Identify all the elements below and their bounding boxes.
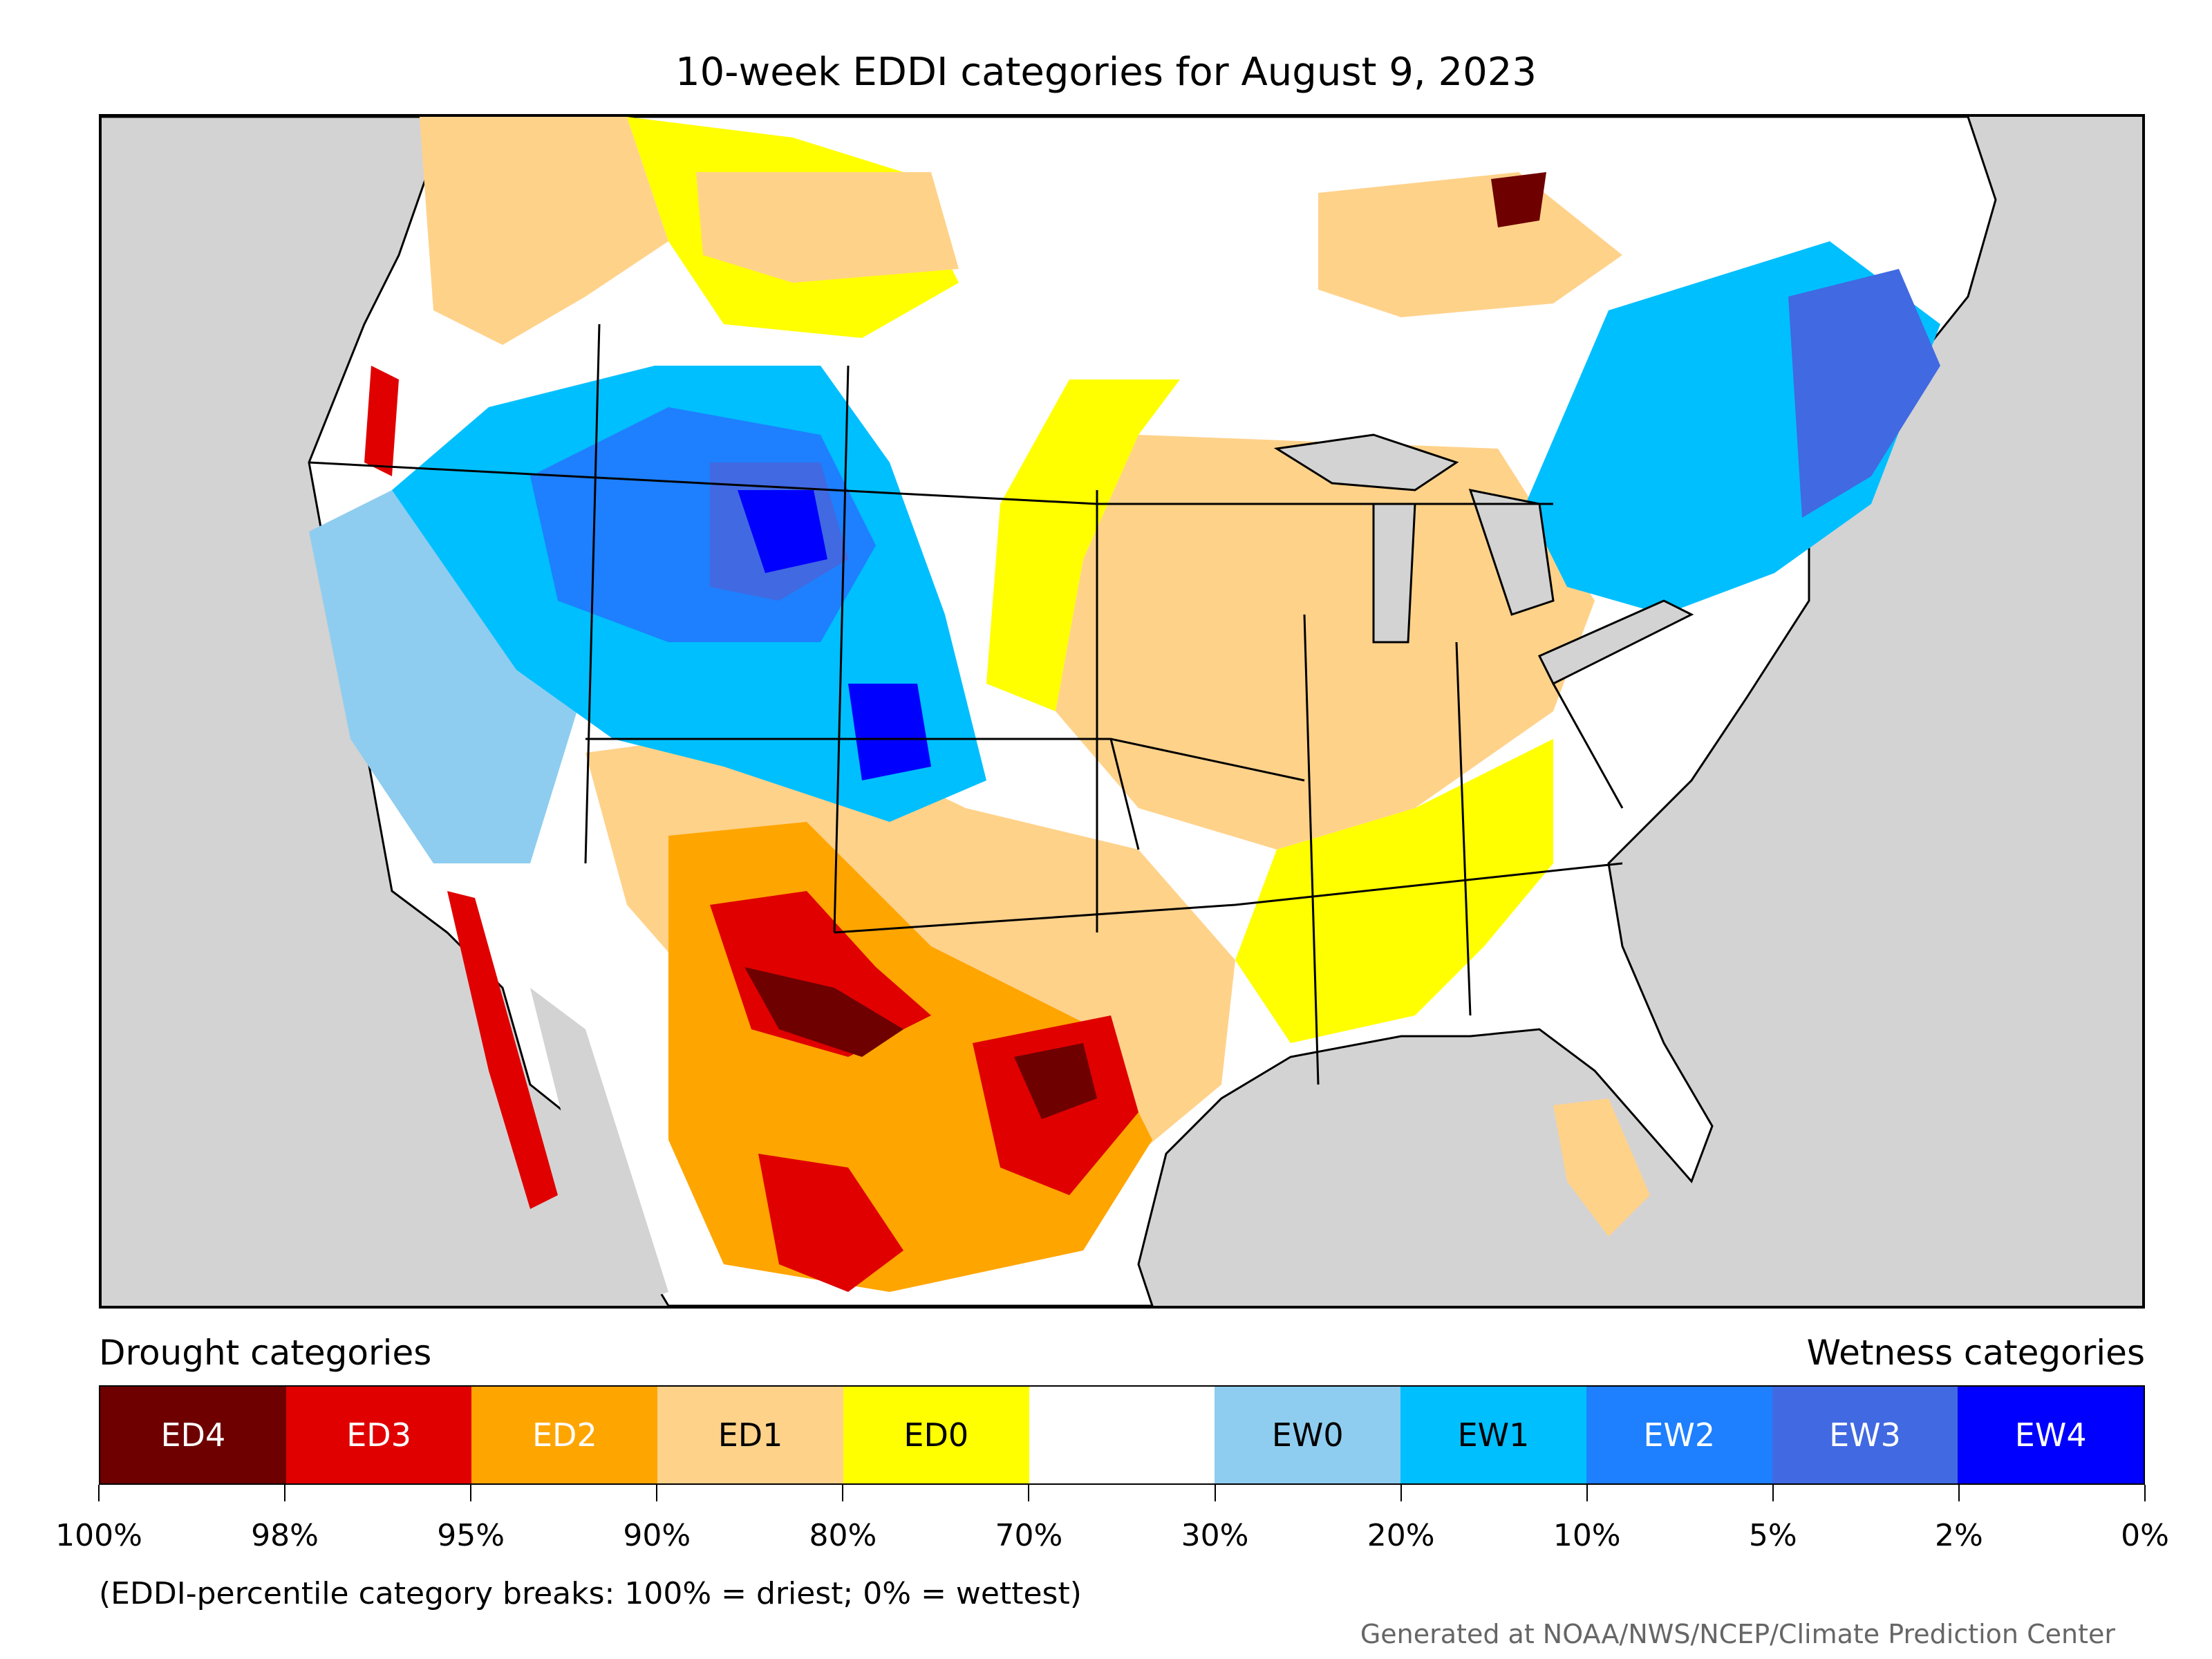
map-title: 10-week EDDI categories for August 9, 20… [675,50,1537,95]
wetness-categories-heading: Wetness categories [1806,1333,2145,1373]
colorbar-tick-label: 98% [251,1518,319,1553]
colorbar-segment-ew4: EW4 [1958,1387,2144,1483]
colorbar-tick [470,1485,472,1501]
ed4-border [744,967,903,1057]
colorbar-segment-ew0: EW0 [1215,1387,1401,1483]
colorbar-tick-label: 2% [1935,1518,1983,1553]
colorbar-tick [1772,1485,1774,1501]
colorbar-segment-ed3: ED3 [285,1387,472,1483]
ed0-midwest [986,379,1180,711]
colorbar-tick [1214,1485,1216,1501]
drought-categories-heading: Drought categories [99,1333,432,1373]
ed1-florida [1553,1098,1650,1237]
colorbar-tick-label: 95% [437,1518,505,1553]
colorbar-tick [98,1485,100,1501]
ed3-baja [447,891,558,1209]
colorbar-tick-label: 5% [1748,1518,1797,1553]
eddi-map [99,114,2145,1309]
state-boundaries [308,324,1624,1085]
colorbar-tick-label: 0% [2121,1518,2169,1553]
colorbar-tick-label: 80% [809,1518,877,1553]
colorbar-tick [1400,1485,1402,1501]
colorbar-tick [656,1485,658,1501]
ed3-oregon-coast [364,366,399,476]
colorbar-segment-ed1: ED1 [657,1387,843,1483]
colorbar-tick-label: 30% [1181,1518,1249,1553]
ed1-ontario [1318,172,1622,317]
colorbar-segment-ed0: ED0 [843,1387,1029,1483]
ed3-mexico [758,1154,903,1292]
ew3-northeast [1788,269,1940,518]
colorbar-tick-label: 10% [1553,1518,1621,1553]
great-lakes [1273,433,1694,686]
colorbar-segment-neutral [1029,1387,1215,1483]
colorbar-tick [842,1485,844,1501]
colorbar-tick-label: 20% [1367,1518,1435,1553]
colorbar-tick-label: 100% [55,1518,142,1553]
colorbar-segment-ew2: EW2 [1586,1387,1772,1483]
colorbar-tick [2144,1485,2146,1501]
gulf-of-california [530,988,668,1306]
colorbar-tick [1586,1485,1588,1501]
colorbar-tick-label: 90% [623,1518,691,1553]
ed1-northwest [420,117,668,345]
colorbar-tick [1028,1485,1030,1501]
colorbar-segment-ew1: EW1 [1400,1387,1586,1483]
colorbar-tick-label: 70% [995,1518,1063,1553]
category-note: (EDDI-percentile category breaks: 100% =… [99,1576,1082,1611]
colorbar-segment-ed4: ED4 [100,1387,286,1483]
colorbar-tick [284,1485,286,1501]
colorbar-tick [1958,1485,1960,1501]
ed4-ontario [1491,172,1546,227]
colorbar-segment-ed2: ED2 [471,1387,658,1483]
credit-text: Generated at NOAA/NWS/NCEP/Climate Predi… [1360,1619,2115,1649]
category-colorbar: ED4 ED3 ED2 ED1 ED0 EW0 EW1 EW2 EW3 EW4 [99,1385,2145,1485]
ew4-colorado [848,684,931,780]
ed1-canada-prairie [696,172,959,283]
ew4-wyoming [738,490,827,573]
colorbar-segment-ew3: EW3 [1772,1387,1958,1483]
ed4-texas [1014,1043,1097,1119]
